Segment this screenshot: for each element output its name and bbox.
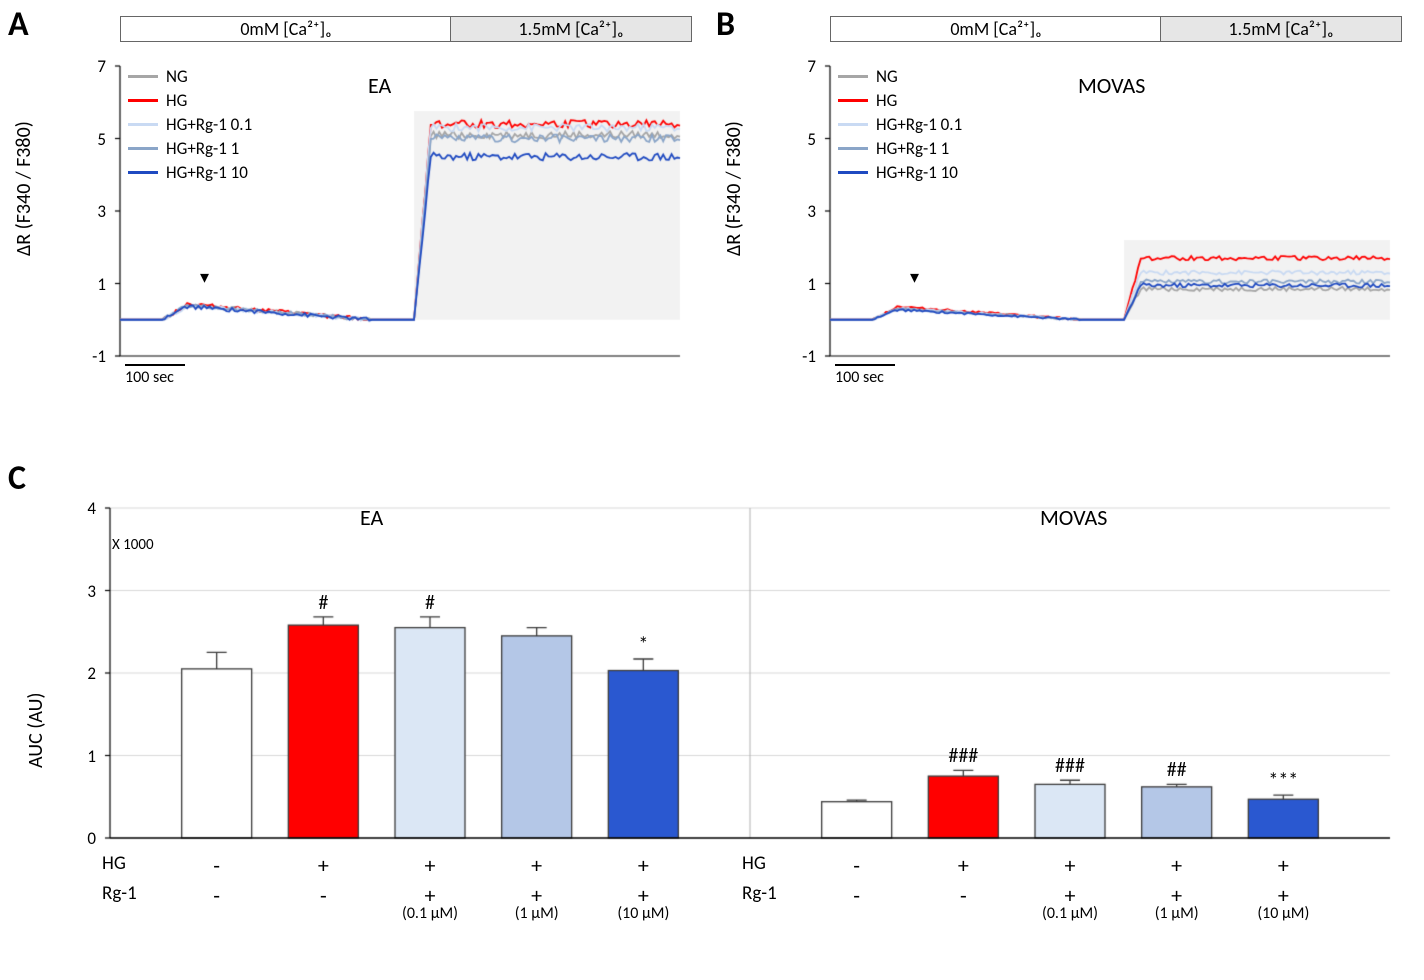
xaxis-value: (0.1 μM) xyxy=(1030,904,1110,923)
significance-label: * xyxy=(623,633,663,657)
stim-marker-a: ▾ xyxy=(200,266,209,288)
stim-marker-b: ▾ xyxy=(910,266,919,288)
xaxis-row-label: HG xyxy=(742,852,766,875)
title-c-movas: MOVAS xyxy=(1040,504,1107,531)
ylabel-a: ΔR (F340 / F380) xyxy=(12,121,36,256)
condition-left-a: 0mM [Ca²⁺]ₒ xyxy=(120,16,452,42)
xaxis-value: (10 μM) xyxy=(1243,904,1323,923)
chart-canvas-c xyxy=(100,498,1400,858)
significance-label: ## xyxy=(1157,758,1197,782)
ytick-label: 7 xyxy=(76,56,106,77)
ytick-label: 4 xyxy=(66,498,96,519)
xaxis-row-label: Rg-1 xyxy=(102,882,137,905)
xaxis-value: + xyxy=(497,852,577,879)
xaxis-value: + xyxy=(1030,852,1110,879)
xaxis-row-label: HG xyxy=(102,852,126,875)
xaxis-value: + xyxy=(1137,852,1217,879)
chart-canvas-a xyxy=(110,56,690,386)
ytick-label: 1 xyxy=(76,274,106,295)
xaxis-value: + xyxy=(1243,852,1323,879)
scale-bar-a xyxy=(125,364,185,366)
xaxis-value: (10 μM) xyxy=(603,904,683,923)
significance-label: ### xyxy=(943,744,983,768)
xaxis-value: - xyxy=(817,852,897,879)
condition-right-a: 1.5mM [Ca²⁺]ₒ xyxy=(450,16,692,42)
ytick-label: -1 xyxy=(786,346,816,367)
chart-canvas-b xyxy=(820,56,1400,386)
ytick-label: 5 xyxy=(786,129,816,150)
ytick-label: 5 xyxy=(76,129,106,150)
ytick-label: 2 xyxy=(66,663,96,684)
scale-text-b: 100 sec xyxy=(835,368,884,387)
ytick-label: -1 xyxy=(76,346,106,367)
xaxis-value: + xyxy=(283,852,363,879)
panel-b: 0mM [Ca²⁺]ₒ 1.5mM [Ca²⁺]ₒ MOVAS ΔR (F340… xyxy=(740,16,1418,446)
scale-text-a: 100 sec xyxy=(125,368,174,387)
xaxis-value: (1 μM) xyxy=(1137,904,1217,923)
significance-label: # xyxy=(303,591,343,615)
xaxis-value: - xyxy=(923,882,1003,909)
xaxis-value: - xyxy=(817,882,897,909)
significance-label: # xyxy=(410,591,450,615)
significance-label: ### xyxy=(1050,754,1090,778)
title-c-ea: EA xyxy=(360,504,383,531)
xaxis-value: + xyxy=(923,852,1003,879)
xaxis-value: - xyxy=(283,882,363,909)
ytick-label: 7 xyxy=(786,56,816,77)
condition-right-b: 1.5mM [Ca²⁺]ₒ xyxy=(1160,16,1402,42)
ytick-label: 0 xyxy=(66,828,96,849)
xaxis-value: + xyxy=(603,852,683,879)
panel-c: AUC (AU) X 1000 01234 EA MOVAS ##*######… xyxy=(30,468,1410,968)
xaxis-value: - xyxy=(177,882,257,909)
panel-label-c: C xyxy=(8,458,26,499)
ytick-label: 1 xyxy=(786,274,816,295)
significance-label: *** xyxy=(1263,769,1303,793)
xaxis-value: (1 μM) xyxy=(497,904,577,923)
scale-bar-b xyxy=(835,364,895,366)
xaxis-value: (0.1 μM) xyxy=(390,904,470,923)
xaxis-row-label: Rg-1 xyxy=(742,882,777,905)
panel-label-a: A xyxy=(8,4,29,45)
ytick-label: 3 xyxy=(76,201,106,222)
xaxis-value: - xyxy=(177,852,257,879)
ytick-label: 3 xyxy=(786,201,816,222)
ylabel-b: ΔR (F340 / F380) xyxy=(722,121,746,256)
panel-label-b: B xyxy=(716,4,735,45)
ytick-label: 3 xyxy=(66,581,96,602)
ylabel-c: AUC (AU) xyxy=(24,693,48,769)
panel-a: 0mM [Ca²⁺]ₒ 1.5mM [Ca²⁺]ₒ EA ΔR (F340 / … xyxy=(30,16,708,446)
condition-left-b: 0mM [Ca²⁺]ₒ xyxy=(830,16,1162,42)
xaxis-value: + xyxy=(390,852,470,879)
ytick-label: 1 xyxy=(66,746,96,767)
